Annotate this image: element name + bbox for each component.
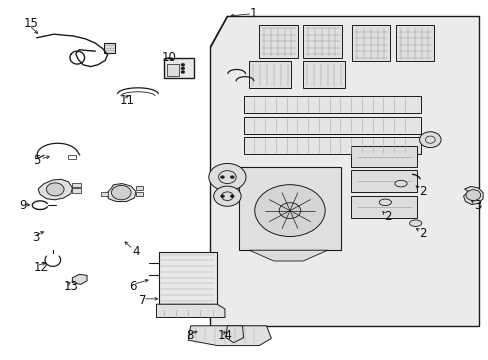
Circle shape: [111, 185, 131, 200]
Circle shape: [46, 183, 64, 196]
Bar: [72, 183, 81, 187]
Text: 15: 15: [23, 17, 38, 30]
Bar: [350, 146, 416, 167]
Text: 12: 12: [33, 261, 48, 274]
Text: 9: 9: [20, 199, 27, 212]
Circle shape: [208, 163, 245, 191]
Text: 14: 14: [217, 329, 232, 342]
Circle shape: [230, 195, 234, 198]
Circle shape: [181, 71, 184, 73]
Polygon shape: [210, 16, 478, 326]
Bar: [72, 188, 81, 193]
Bar: [303, 25, 342, 58]
Circle shape: [254, 185, 325, 237]
Text: 6: 6: [129, 280, 137, 293]
Text: 4: 4: [132, 245, 139, 258]
Bar: [68, 155, 76, 159]
Text: 1: 1: [249, 7, 256, 20]
Polygon shape: [38, 179, 72, 200]
Bar: [303, 61, 344, 88]
Text: 11: 11: [120, 94, 135, 107]
Text: 2: 2: [419, 227, 426, 240]
Polygon shape: [463, 186, 482, 204]
Bar: [350, 196, 416, 218]
Bar: [395, 25, 433, 61]
Polygon shape: [156, 304, 224, 318]
Bar: [136, 192, 143, 196]
Ellipse shape: [394, 180, 406, 187]
Bar: [159, 252, 216, 304]
Text: 2: 2: [383, 210, 390, 223]
Bar: [249, 61, 290, 88]
Text: 13: 13: [63, 280, 78, 293]
Circle shape: [181, 67, 184, 70]
Bar: [238, 167, 341, 250]
Circle shape: [181, 63, 184, 66]
Text: 10: 10: [161, 51, 176, 64]
Bar: [167, 64, 179, 76]
Bar: [350, 170, 416, 192]
Circle shape: [419, 132, 440, 148]
Circle shape: [220, 195, 224, 198]
Ellipse shape: [408, 220, 421, 226]
Circle shape: [465, 190, 480, 201]
Bar: [244, 117, 420, 134]
Bar: [259, 25, 298, 58]
Text: 8: 8: [185, 329, 193, 342]
Polygon shape: [249, 250, 327, 261]
Circle shape: [220, 176, 224, 179]
Ellipse shape: [379, 199, 391, 206]
Text: 2: 2: [419, 185, 426, 198]
Text: 3: 3: [32, 231, 39, 244]
Text: 3: 3: [473, 199, 481, 212]
Bar: [244, 137, 420, 154]
Bar: [351, 25, 389, 61]
Bar: [136, 186, 143, 190]
Text: 7: 7: [139, 294, 146, 307]
Bar: [104, 43, 115, 53]
Bar: [244, 96, 420, 113]
Circle shape: [279, 203, 300, 219]
Polygon shape: [106, 184, 136, 202]
Text: 5: 5: [33, 154, 41, 167]
Polygon shape: [225, 326, 243, 343]
Circle shape: [213, 186, 241, 206]
Circle shape: [230, 176, 234, 179]
Bar: [101, 192, 108, 196]
Polygon shape: [188, 326, 271, 346]
Bar: [163, 58, 194, 78]
Polygon shape: [72, 274, 87, 284]
